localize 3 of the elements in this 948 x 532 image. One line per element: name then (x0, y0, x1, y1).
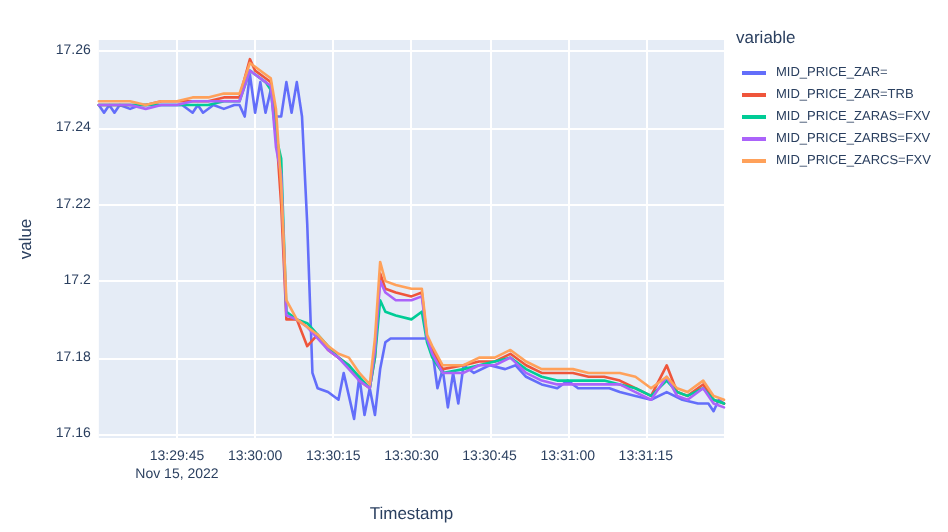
x-axis-title: Timestamp (369, 503, 454, 523)
y-axis-title: value (15, 218, 35, 260)
legend-title: variable (736, 27, 797, 47)
